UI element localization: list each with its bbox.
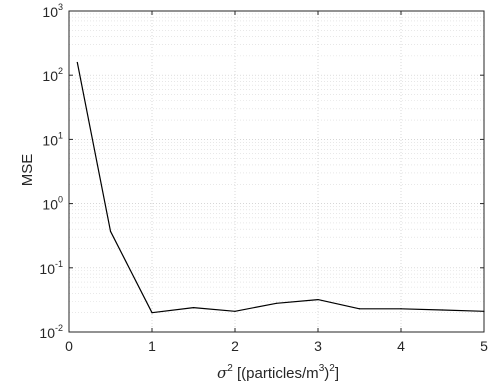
data-point bbox=[358, 308, 361, 310]
x-tick-label: 1 bbox=[148, 338, 156, 354]
data-point bbox=[400, 308, 402, 310]
major-grid bbox=[69, 11, 484, 332]
data-point bbox=[109, 230, 112, 232]
data-point bbox=[76, 61, 78, 64]
x-tick-label: 4 bbox=[397, 338, 405, 354]
y-tick-label: 100 bbox=[42, 195, 63, 213]
y-tick-label: 103 bbox=[42, 2, 63, 20]
data-point bbox=[192, 306, 195, 309]
x-tick-label: 5 bbox=[480, 338, 488, 354]
y-tick-label: 101 bbox=[42, 130, 63, 148]
y-tick-label: 102 bbox=[42, 66, 63, 84]
y-tick-label: 10-1 bbox=[39, 259, 63, 277]
x-tick-label: 2 bbox=[231, 338, 239, 354]
x-tick-label: 0 bbox=[65, 338, 73, 354]
x-axis-label: σ2 [(particles/m3)2] bbox=[217, 363, 339, 382]
data-point bbox=[483, 310, 485, 312]
y-axis-label: MSE bbox=[19, 154, 36, 187]
mse-series-line bbox=[76, 62, 485, 314]
y-tick-label: 10-2 bbox=[39, 323, 63, 341]
axis-ticks: 0 1 2 3 4 5 10-2 10-1 100 101 102 103 bbox=[39, 2, 488, 354]
data-point bbox=[317, 298, 319, 301]
x-tick-label: 3 bbox=[314, 338, 322, 354]
data-point bbox=[234, 310, 236, 312]
minor-grid bbox=[69, 13, 484, 313]
data-series bbox=[76, 61, 485, 314]
data-point bbox=[441, 309, 444, 311]
data-point bbox=[275, 302, 278, 304]
plot-area-border bbox=[68, 10, 485, 333]
data-point bbox=[151, 312, 153, 314]
